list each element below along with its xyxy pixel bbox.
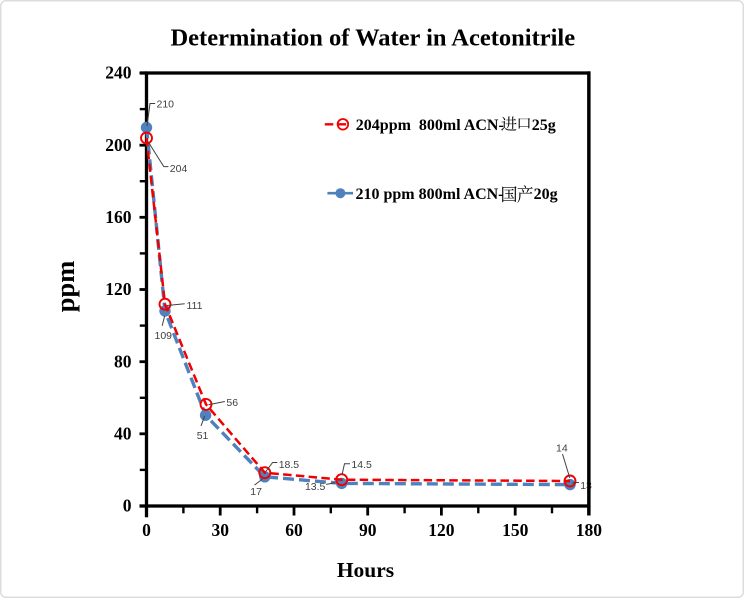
svg-text:14: 14 [556,442,568,454]
svg-text:ppm: ppm [50,261,80,313]
svg-text:204: 204 [170,163,188,175]
svg-text:Hours: Hours [337,558,394,582]
svg-text:20g: 20g [534,186,558,203]
svg-text:200: 200 [105,135,132,155]
svg-text:160: 160 [105,207,132,227]
svg-text:25g: 25g [532,117,556,134]
svg-text:0: 0 [142,520,151,540]
svg-text:30: 30 [211,520,229,540]
svg-text:56: 56 [226,397,238,409]
svg-text:240: 240 [105,63,132,83]
svg-text:120: 120 [105,279,132,299]
svg-text:80: 80 [114,351,132,371]
svg-text:210: 210 [157,99,175,111]
svg-text:14.5: 14.5 [351,459,372,471]
svg-text:111: 111 [187,300,203,312]
svg-text:204ppm 800ml ACN-: 204ppm 800ml ACN- [356,117,504,134]
svg-text:13.5: 13.5 [305,481,326,493]
svg-text:13: 13 [580,480,592,492]
svg-text:120: 120 [428,520,455,540]
svg-text:18.5: 18.5 [279,459,300,471]
svg-text:180: 180 [576,520,603,540]
svg-text:150: 150 [502,520,529,540]
svg-text:90: 90 [359,520,377,540]
svg-text:40: 40 [114,424,132,444]
svg-text:60: 60 [285,520,303,540]
svg-text:109: 109 [155,330,173,342]
svg-text:Determination of Water in Acet: Determination of Water in Acetonitrile [170,25,575,52]
svg-text:51: 51 [197,430,209,442]
svg-text:210 ppm 800ml ACN-: 210 ppm 800ml ACN- [356,186,504,203]
svg-text:17: 17 [250,486,262,498]
svg-text:0: 0 [123,496,132,516]
